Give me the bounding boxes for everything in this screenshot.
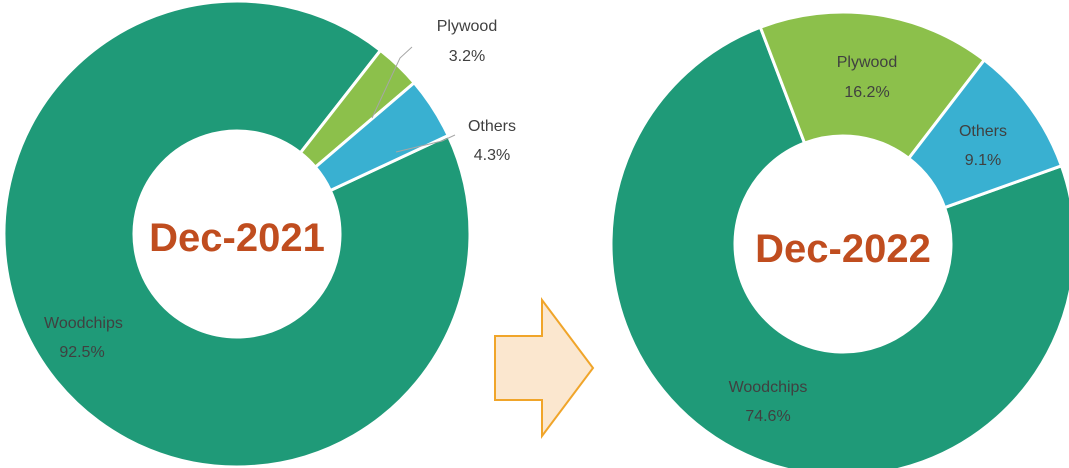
leader-line-plywood bbox=[371, 46, 413, 119]
label-plywood: Plywood bbox=[837, 54, 897, 71]
label-plywood: Plywood bbox=[437, 18, 497, 35]
value-woodchips: 74.6% bbox=[745, 408, 790, 425]
leader-line-others bbox=[395, 134, 456, 153]
label-woodchips: Woodchips bbox=[729, 379, 808, 396]
slice-plywood bbox=[758, 10, 987, 161]
donut-chart-dec-2021: Woodchips 92.5% Plywood 3.2% Others 4.3% Dec-2… bbox=[2, 0, 516, 468]
label-others: Others bbox=[468, 118, 516, 135]
value-others: 9.1% bbox=[965, 152, 1001, 169]
slice-others bbox=[906, 57, 1064, 210]
label-others: Others bbox=[959, 123, 1007, 140]
center-title: Dec-2022 bbox=[755, 227, 931, 271]
center-title: Dec-2021 bbox=[149, 216, 325, 260]
slice-others bbox=[313, 80, 451, 193]
value-woodchips: 92.5% bbox=[59, 344, 104, 361]
value-others: 4.3% bbox=[474, 147, 510, 164]
slice-woodchips bbox=[2, 0, 472, 468]
right-arrow-icon bbox=[494, 297, 595, 439]
value-plywood: 3.2% bbox=[449, 48, 485, 65]
label-woodchips: Woodchips bbox=[44, 315, 123, 332]
donut-chart-dec-2022: Woodchips 74.6% Plywood 16.2% Others 9.1% Dec-… bbox=[609, 10, 1069, 468]
value-plywood: 16.2% bbox=[844, 84, 889, 101]
slice-woodchips bbox=[609, 25, 1069, 468]
